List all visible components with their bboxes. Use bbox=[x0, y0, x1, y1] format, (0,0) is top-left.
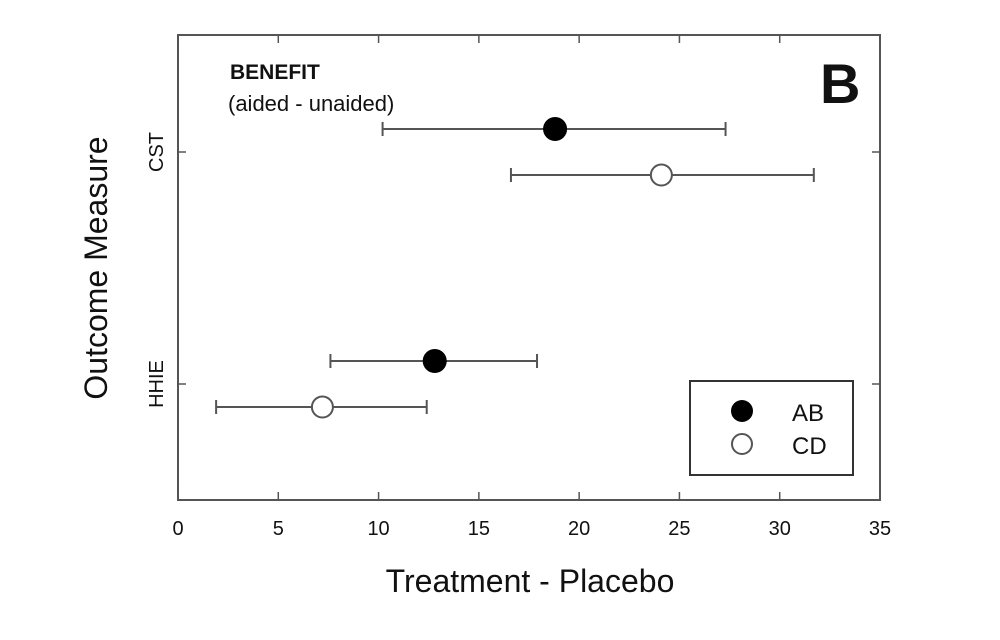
x-tick-label: 30 bbox=[769, 518, 791, 540]
legend-marker-cd bbox=[731, 433, 753, 455]
plot-frame bbox=[177, 34, 881, 501]
legend-box bbox=[689, 380, 854, 476]
x-tick-label: 35 bbox=[869, 518, 891, 540]
y-axis-label: Outcome Measure bbox=[78, 136, 114, 399]
annotation-subtitle: (aided - unaided) bbox=[228, 91, 394, 116]
data-point-ab bbox=[543, 117, 568, 141]
data-point-cd bbox=[649, 163, 673, 187]
x-tick-label: 0 bbox=[172, 518, 183, 540]
x-tick-label: 15 bbox=[468, 518, 490, 540]
y-tick-label: CST bbox=[146, 132, 168, 172]
x-tick-label: 25 bbox=[668, 518, 690, 540]
data-point-cd bbox=[310, 395, 334, 419]
x-tick-label: 10 bbox=[367, 518, 389, 540]
x-tick-label: 20 bbox=[568, 518, 590, 540]
annotation-title: BENEFIT bbox=[230, 61, 320, 84]
legend-marker-ab bbox=[731, 400, 753, 422]
panel-label: B bbox=[820, 52, 860, 115]
legend-label-ab: AB bbox=[792, 400, 824, 427]
legend-label-cd: CD bbox=[792, 433, 827, 460]
y-tick-label: HHIE bbox=[146, 360, 168, 408]
x-tick-label: 5 bbox=[273, 518, 284, 540]
data-point-ab bbox=[422, 349, 447, 373]
legend: AB CD bbox=[689, 380, 854, 476]
x-axis-label: Treatment - Placebo bbox=[386, 563, 675, 599]
